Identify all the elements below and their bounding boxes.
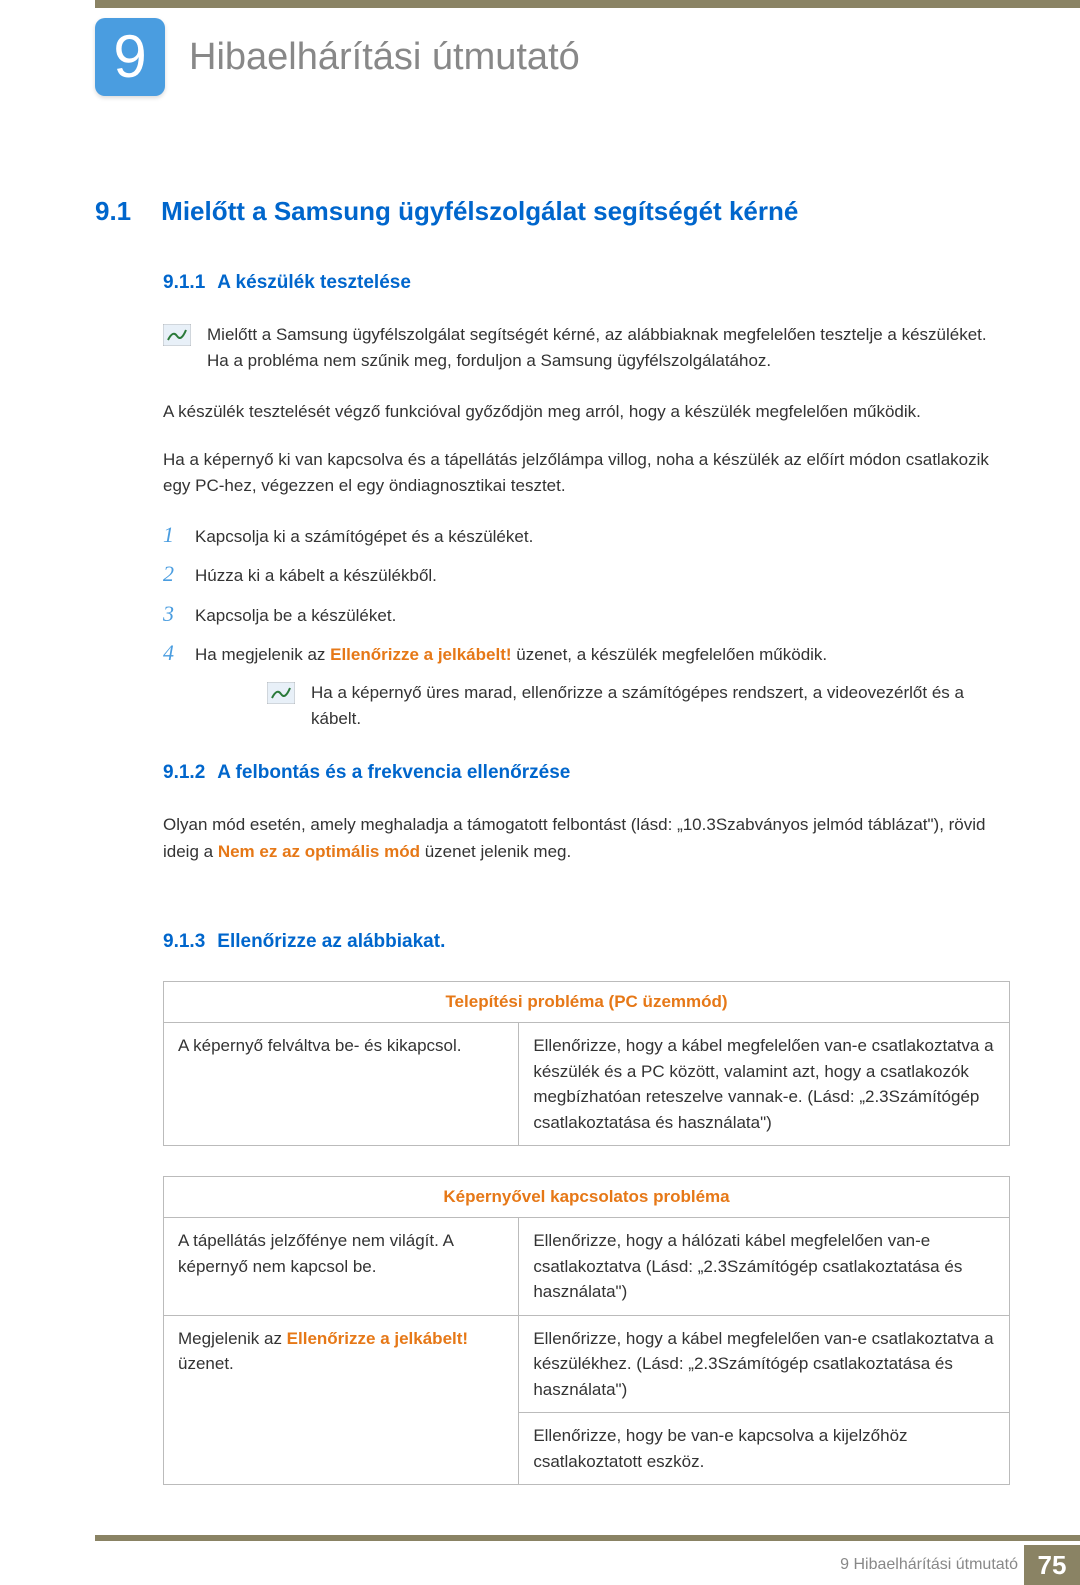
section-9-1-2-heading: 9.1.2 A felbontás és a frekvencia ellenőr… — [163, 762, 1010, 784]
table-cell-solution: Ellenőrizze, hogy a kábel megfelelően va… — [519, 1315, 1010, 1413]
text-fragment: üzenet jelenik meg. — [420, 842, 571, 861]
subsection-title: A felbontás és a frekvencia ellenőrzése — [217, 762, 570, 783]
step-number: 4 — [163, 640, 181, 666]
chapter-header: 9 Hibaelhárítási útmutató — [0, 18, 1080, 96]
table-header: Telepítési probléma (PC üzemmód) — [164, 982, 1010, 1023]
subsection-number: 9.1.2 — [163, 762, 205, 783]
table-cell-solution: Ellenőrizze, hogy a kábel megfelelően va… — [519, 1023, 1010, 1146]
subsection-title: Ellenőrizze az alábbiakat. — [217, 931, 445, 952]
emphasized-text: Ellenőrizze a jelkábelt! — [287, 1329, 468, 1348]
text-fragment: üzenet, a készülék megfelelően működik. — [512, 645, 828, 664]
section-9-1-3-heading: 9.1.3 Ellenőrizze az alábbiakat. — [163, 931, 1010, 953]
paragraph: A készülék tesztelését végző funkcióval … — [163, 399, 1010, 425]
list-item: 1 Kapcsolja ki a számítógépet és a készü… — [163, 522, 1010, 550]
table-cell-solution: Ellenőrizze, hogy a hálózati kábel megfe… — [519, 1218, 1010, 1316]
list-item: 4 Ha megjelenik az Ellenőrizze a jelkábe… — [163, 640, 1010, 668]
subsection-title: A készülék tesztelése — [217, 272, 411, 293]
text-fragment: üzenet. — [178, 1354, 234, 1373]
subsection-number: 9.1.3 — [163, 931, 205, 952]
emphasized-text: Ellenőrizze a jelkábelt! — [330, 645, 511, 664]
list-item: 3 Kapcsolja be a készüléket. — [163, 601, 1010, 629]
chapter-title: Hibaelhárítási útmutató — [189, 36, 580, 79]
sub-note-text: Ha a képernyő üres marad, ellenőrizze a … — [311, 680, 1010, 733]
page-number: 75 — [1024, 1545, 1080, 1585]
subsection-number: 9.1.1 — [163, 272, 205, 293]
ordered-list: 1 Kapcsolja ki a számítógépet és a készü… — [163, 522, 1010, 733]
table-header: Képernyővel kapcsolatos probléma — [164, 1177, 1010, 1218]
footer-chapter-label: 9 Hibaelhárítási útmutató — [840, 1556, 1018, 1574]
step-number: 1 — [163, 522, 181, 548]
table-cell-problem: A képernyő felváltva be- és kikapcsol. — [164, 1023, 519, 1146]
note-text: Mielőtt a Samsung ügyfélszolgálat segíts… — [207, 322, 1010, 375]
troubleshooting-table-install: Telepítési probléma (PC üzemmód) A képer… — [163, 981, 1010, 1146]
note-icon — [267, 682, 295, 704]
text-fragment: Ha megjelenik az — [195, 645, 330, 664]
emphasized-text: Nem ez az optimális mód — [218, 842, 420, 861]
step-text: Húzza ki a kábelt a készülékből. — [195, 563, 437, 589]
section-title: Mielőtt a Samsung ügyfélszolgálat segíts… — [161, 196, 798, 226]
chapter-number-badge: 9 — [95, 18, 165, 96]
paragraph: Ha a képernyő ki van kapcsolva és a tápe… — [163, 447, 1010, 500]
step-text: Ha megjelenik az Ellenőrizze a jelkábelt… — [195, 642, 827, 668]
text-fragment: Megjelenik az — [178, 1329, 287, 1348]
table-row: A tápellátás jelzőfénye nem világít. A k… — [164, 1218, 1010, 1316]
list-item: 2 Húzza ki a kábelt a készülékből. — [163, 561, 1010, 589]
step-text: Kapcsolja be a készüléket. — [195, 603, 396, 629]
sub-note-block: Ha a képernyő üres marad, ellenőrizze a … — [267, 680, 1010, 733]
step-text: Kapcsolja ki a számítógépet és a készülé… — [195, 524, 533, 550]
step-number: 3 — [163, 601, 181, 627]
page-content: 9.1 Mielőtt a Samsung ügyfélszolgálat seg… — [0, 196, 1080, 1485]
table-cell-problem: Megjelenik az Ellenőrizze a jelkábelt! ü… — [164, 1315, 519, 1485]
step-number: 2 — [163, 561, 181, 587]
note-block: Mielőtt a Samsung ügyfélszolgálat segíts… — [163, 322, 1010, 375]
footer-accent-bar — [95, 1535, 1080, 1541]
table-cell-problem: A tápellátás jelzőfénye nem világít. A k… — [164, 1218, 519, 1316]
top-accent-bar — [95, 0, 1080, 8]
table-row: Megjelenik az Ellenőrizze a jelkábelt! ü… — [164, 1315, 1010, 1413]
section-number: 9.1 — [95, 196, 131, 226]
table-row: A képernyő felváltva be- és kikapcsol. E… — [164, 1023, 1010, 1146]
paragraph: Olyan mód esetén, amely meghaladja a tám… — [163, 812, 1010, 865]
troubleshooting-table-screen: Képernyővel kapcsolatos probléma A tápel… — [163, 1176, 1010, 1485]
section-9-1-1-heading: 9.1.1 A készülék tesztelése — [163, 272, 1010, 294]
page-footer: 9 Hibaelhárítási útmutató 75 — [0, 1535, 1080, 1585]
note-icon — [163, 324, 191, 346]
section-9-1-heading: 9.1 Mielőtt a Samsung ügyfélszolgálat seg… — [95, 196, 1010, 227]
table-cell-solution: Ellenőrizze, hogy be van-e kapcsolva a k… — [519, 1413, 1010, 1485]
